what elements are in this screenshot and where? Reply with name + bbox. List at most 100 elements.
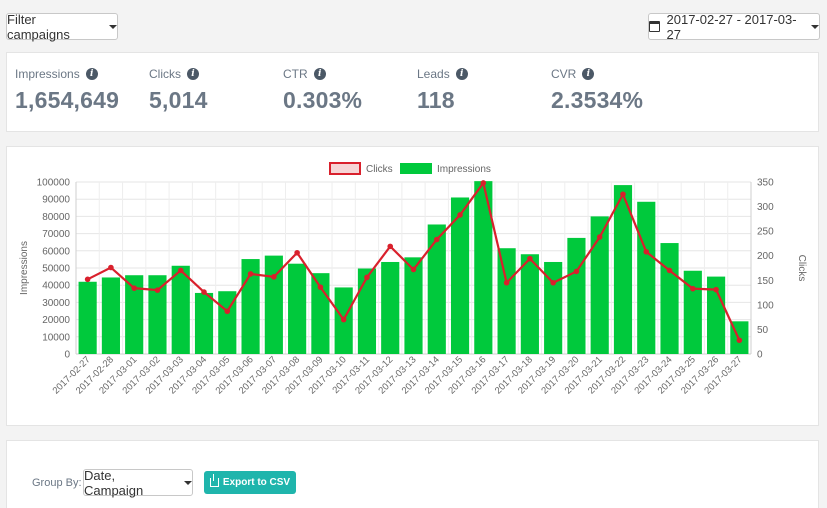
stat-leads: Leads i 118	[417, 67, 468, 114]
caret-down-icon	[184, 480, 192, 485]
bar	[637, 201, 656, 354]
bar	[520, 254, 539, 354]
bar	[78, 281, 97, 354]
export-csv-label: Export to CSV	[222, 477, 291, 488]
y-tick-label: 80000	[42, 212, 70, 223]
info-icon[interactable]: i	[313, 68, 326, 80]
bar	[101, 277, 120, 354]
stat-ctr: CTR i 0.303%	[283, 67, 362, 114]
bar	[450, 197, 470, 354]
y2-tick-label: 0	[757, 350, 763, 361]
clicks-point	[643, 248, 650, 255]
clicks-point	[690, 285, 696, 292]
clicks-point	[131, 285, 137, 291]
clicks-point	[457, 212, 463, 218]
bar	[497, 248, 516, 354]
clicks-point	[620, 191, 626, 198]
info-icon[interactable]: i	[582, 68, 595, 80]
bar	[590, 216, 609, 354]
bar	[474, 181, 493, 354]
clicks-point	[550, 279, 556, 286]
clicks-point	[596, 234, 603, 240]
y2-tick-label: 50	[757, 325, 769, 336]
info-icon[interactable]: i	[85, 68, 98, 80]
y2-tick-label: 300	[757, 202, 774, 213]
y-tick-label: 10000	[42, 332, 70, 343]
stats-panel: Impressions i 1,654,649 Clicks i 5,014 CTR…	[6, 52, 819, 132]
clicks-point	[201, 289, 207, 295]
y-tick-label: 0	[64, 350, 70, 361]
y-tick-label: 60000	[42, 246, 70, 257]
y-tick-label: 70000	[42, 229, 70, 240]
bar	[544, 261, 563, 354]
y-tick-label: 90000	[42, 195, 70, 206]
y2-tick-label: 350	[757, 178, 774, 189]
filter-campaigns-label: Filter campaigns	[7, 11, 70, 42]
stat-value: 5,014	[149, 87, 208, 113]
clicks-point	[713, 286, 719, 293]
stat-value: 118	[417, 87, 455, 113]
clicks-point	[666, 267, 673, 274]
info-icon[interactable]: i	[187, 68, 199, 80]
legend-swatch-clicks	[329, 162, 361, 175]
clicks-point	[387, 243, 394, 250]
report-controls-panel: Group By: Date, Campaign Export to CSV	[6, 440, 819, 508]
stat-value: 0.303%	[283, 87, 363, 113]
y-tick-label: 50000	[42, 264, 70, 275]
filter-campaigns-button[interactable]: Filter campaigns	[6, 11, 118, 42]
clicks-point	[503, 279, 510, 286]
bar	[264, 255, 283, 354]
export-icon	[209, 474, 219, 487]
clicks-point	[224, 308, 231, 315]
group-by-select[interactable]: Date, Campaign	[83, 467, 193, 498]
y-tick-label: 20000	[42, 315, 70, 326]
group-by-label: Group By:	[32, 477, 82, 489]
stat-label: Clicks	[149, 67, 181, 81]
clicks-point	[247, 271, 254, 277]
clicks-point	[410, 266, 417, 273]
clicks-point	[317, 284, 324, 290]
bar	[427, 224, 446, 354]
impressions-clicks-chart: 0 10000 20000 30000 40000 50000 60000 70000 8000…	[19, 162, 807, 396]
clicks-point	[364, 274, 370, 281]
stat-label: Leads	[417, 67, 450, 81]
clicks-point	[177, 267, 184, 274]
group-by-value: Date, Campaign	[84, 467, 144, 498]
clicks-point	[294, 249, 300, 256]
caret-down-icon	[811, 24, 819, 29]
info-icon[interactable]: i	[455, 68, 468, 80]
stat-label: CTR	[283, 67, 308, 81]
bar	[357, 268, 377, 354]
stat-value: 1,654,649	[15, 87, 120, 113]
stat-label: CVR	[551, 67, 577, 81]
bar	[613, 185, 633, 354]
stat-label: Impressions	[15, 67, 80, 81]
bar	[707, 276, 726, 354]
bar	[148, 275, 167, 354]
clicks-point	[573, 268, 580, 275]
y2-tick-label: 100	[757, 300, 774, 311]
y2-axis-label: Clicks	[796, 255, 807, 282]
bar	[171, 265, 190, 354]
clicks-point	[527, 255, 533, 262]
clicks-point	[271, 274, 277, 280]
bar	[567, 237, 586, 354]
clicks-point	[340, 316, 347, 323]
legend-label-impressions: Impressions	[437, 164, 491, 175]
y2-tick-label: 250	[757, 227, 774, 238]
clicks-point	[154, 287, 161, 293]
bar	[683, 270, 702, 354]
date-range-button[interactable]: 2017-02-27 - 2017-03-27	[648, 11, 820, 42]
clicks-point	[433, 236, 440, 243]
date-range-label: 2017-02-27 - 2017-03-27	[666, 11, 797, 42]
clicks-point	[108, 264, 114, 271]
calendar-icon	[649, 21, 660, 32]
legend-label-clicks: Clicks	[366, 164, 393, 175]
y2-tick-label: 200	[757, 251, 774, 262]
export-csv-button[interactable]: Export to CSV	[204, 471, 296, 494]
y-axis-label: Impressions	[19, 241, 30, 295]
y-tick-label: 40000	[42, 281, 70, 292]
stat-impressions: Impressions i 1,654,649	[15, 67, 119, 114]
clicks-point	[736, 337, 743, 344]
y2-tick-label: 150	[757, 276, 774, 287]
